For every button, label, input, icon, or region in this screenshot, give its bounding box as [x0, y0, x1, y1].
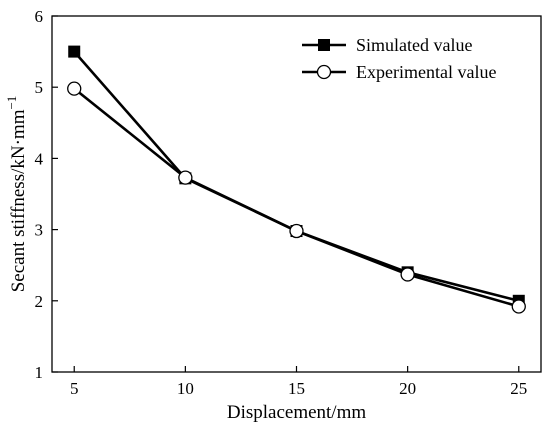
y-tick-label: 1	[35, 363, 44, 382]
legend-marker	[318, 39, 330, 51]
series-1-point	[68, 45, 81, 58]
y-tick-label: 3	[35, 221, 44, 240]
series-1-line	[73, 50, 520, 303]
x-tick-label: 20	[399, 379, 416, 398]
x-tick-label: 10	[177, 379, 194, 398]
y-tick-label: 2	[35, 292, 44, 311]
axis-ticks: 5 10 15 20 25 1 2 3 4 5 6	[35, 7, 528, 398]
legend-label: Simulated value	[356, 35, 472, 55]
series-2-point	[178, 170, 193, 185]
y-tick-label: 5	[35, 78, 44, 97]
x-tick-label: 25	[510, 379, 527, 398]
y-axis-title-main: Secant stiffness/kN·mm	[8, 109, 29, 292]
x-axis-title: Displacement/mm	[227, 402, 367, 423]
legend-marker	[316, 64, 332, 80]
series-2-point	[511, 299, 526, 314]
series-2-point	[67, 81, 82, 96]
series-2-point	[400, 267, 415, 282]
y-tick-label: 6	[35, 7, 44, 26]
series-2-point	[289, 223, 304, 239]
legend-label: Experimental value	[356, 62, 496, 82]
y-axis-title-superscript: −1	[4, 96, 19, 110]
y-axis-title: Secant stiffness/kN·mm−1	[4, 96, 29, 293]
x-tick-label: 5	[70, 379, 79, 398]
legend: Simulated value Experimental value	[302, 35, 496, 82]
series-2-line	[73, 87, 520, 308]
y-tick-label: 4	[35, 149, 44, 168]
x-tick-label: 15	[288, 379, 305, 398]
series-group	[67, 45, 526, 314]
